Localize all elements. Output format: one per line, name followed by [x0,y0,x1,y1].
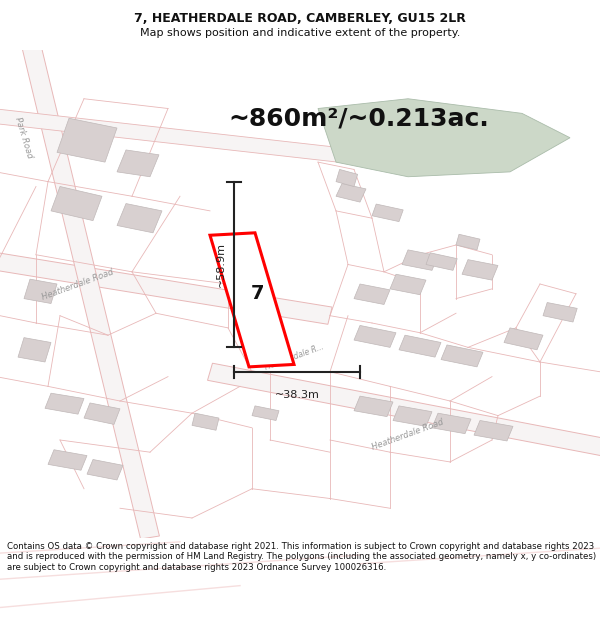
Polygon shape [0,106,361,164]
Text: ~58.9m: ~58.9m [216,242,226,287]
Polygon shape [402,250,438,271]
Polygon shape [432,413,471,434]
Polygon shape [117,150,159,177]
Polygon shape [48,450,87,470]
Polygon shape [462,259,498,280]
Text: 7, HEATHERDALE ROAD, CAMBERLEY, GU15 2LR: 7, HEATHERDALE ROAD, CAMBERLEY, GU15 2LR [134,12,466,26]
Text: Park Road: Park Road [13,116,35,159]
Polygon shape [0,249,332,324]
Polygon shape [456,234,480,250]
Polygon shape [45,393,84,414]
Text: Contains OS data © Crown copyright and database right 2021. This information is : Contains OS data © Crown copyright and d… [7,542,596,572]
Polygon shape [393,406,432,426]
Polygon shape [474,421,513,441]
Polygon shape [84,403,120,424]
Polygon shape [252,406,279,421]
Polygon shape [354,396,393,417]
Text: ~860m²/~0.213ac.: ~860m²/~0.213ac. [228,106,489,130]
Polygon shape [336,169,358,186]
Polygon shape [441,345,483,367]
Text: Heatherdale Road: Heatherdale Road [41,268,115,302]
Polygon shape [390,274,426,295]
Text: Heatherdale Road: Heatherdale Road [371,418,445,452]
Polygon shape [372,204,403,222]
Polygon shape [51,186,102,221]
Polygon shape [192,413,219,430]
Polygon shape [399,335,441,357]
Text: Heatherdale R...: Heatherdale R... [263,342,325,372]
Polygon shape [210,232,294,367]
Text: 7: 7 [251,284,265,303]
Polygon shape [354,326,396,348]
Polygon shape [57,118,117,162]
Polygon shape [208,363,600,461]
Polygon shape [318,99,570,177]
Polygon shape [354,284,390,304]
Polygon shape [504,328,543,350]
Polygon shape [87,459,123,480]
Polygon shape [426,253,457,271]
Polygon shape [20,39,160,539]
Polygon shape [543,302,577,322]
Polygon shape [117,204,162,232]
Text: ~38.3m: ~38.3m [275,390,319,400]
Polygon shape [18,338,51,362]
Polygon shape [24,279,57,304]
Text: Map shows position and indicative extent of the property.: Map shows position and indicative extent… [140,28,460,38]
Polygon shape [336,184,366,202]
